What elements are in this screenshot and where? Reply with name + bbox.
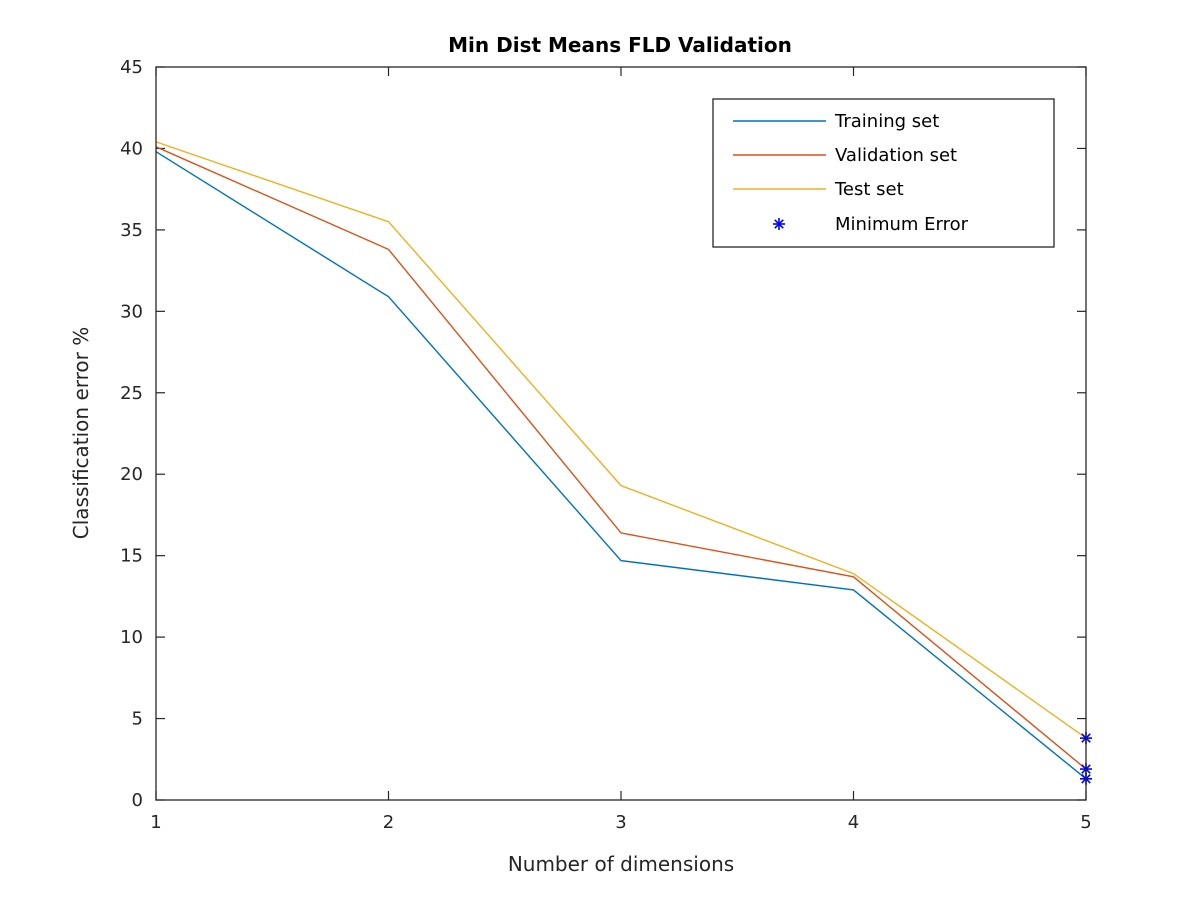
y-tick-label: 45 — [120, 57, 143, 78]
x-tick-label: 3 — [615, 812, 626, 833]
x-tick-label: 2 — [383, 812, 394, 833]
y-axis-label: Classification error % — [69, 327, 93, 539]
x-tick-label: 1 — [150, 812, 161, 833]
y-tick-label: 20 — [120, 464, 143, 485]
legend-box — [712, 98, 1055, 248]
legend-items: Training set Validation set Test set Minimu… — [733, 111, 969, 235]
chart-title: Min Dist Means FLD Validation — [448, 33, 792, 57]
series-line-test-set — [155, 141, 1087, 739]
y-tick-label: 30 — [120, 301, 143, 322]
y-tick-label: 0 — [132, 790, 143, 811]
legend-label-minimum-error: Minimum Error — [835, 214, 969, 235]
y-tick-label: 35 — [120, 220, 143, 241]
y-tick-label: 5 — [132, 709, 143, 730]
legend-swatch-minimum-error — [773, 218, 785, 230]
legend: Training set Validation set Test set Minimu… — [712, 98, 1055, 248]
legend-label-training-set: Training set — [834, 111, 939, 132]
y-tick-label: 15 — [120, 546, 143, 567]
series-lines — [155, 141, 1087, 780]
y-tick-label: 25 — [120, 383, 143, 404]
x-tick-label: 5 — [1080, 812, 1091, 833]
series-line-training-set — [155, 151, 1087, 780]
legend-label-test-set: Test set — [834, 179, 904, 200]
plot-area-frame — [155, 66, 1087, 801]
series-line-validation-set — [155, 146, 1087, 770]
y-tick-label: 10 — [120, 627, 143, 648]
x-axis-label: Number of dimensions — [508, 852, 734, 876]
legend-label-validation-set: Validation set — [835, 145, 957, 166]
y-tick-label: 40 — [120, 138, 143, 159]
x-tick-label: 4 — [848, 812, 859, 833]
